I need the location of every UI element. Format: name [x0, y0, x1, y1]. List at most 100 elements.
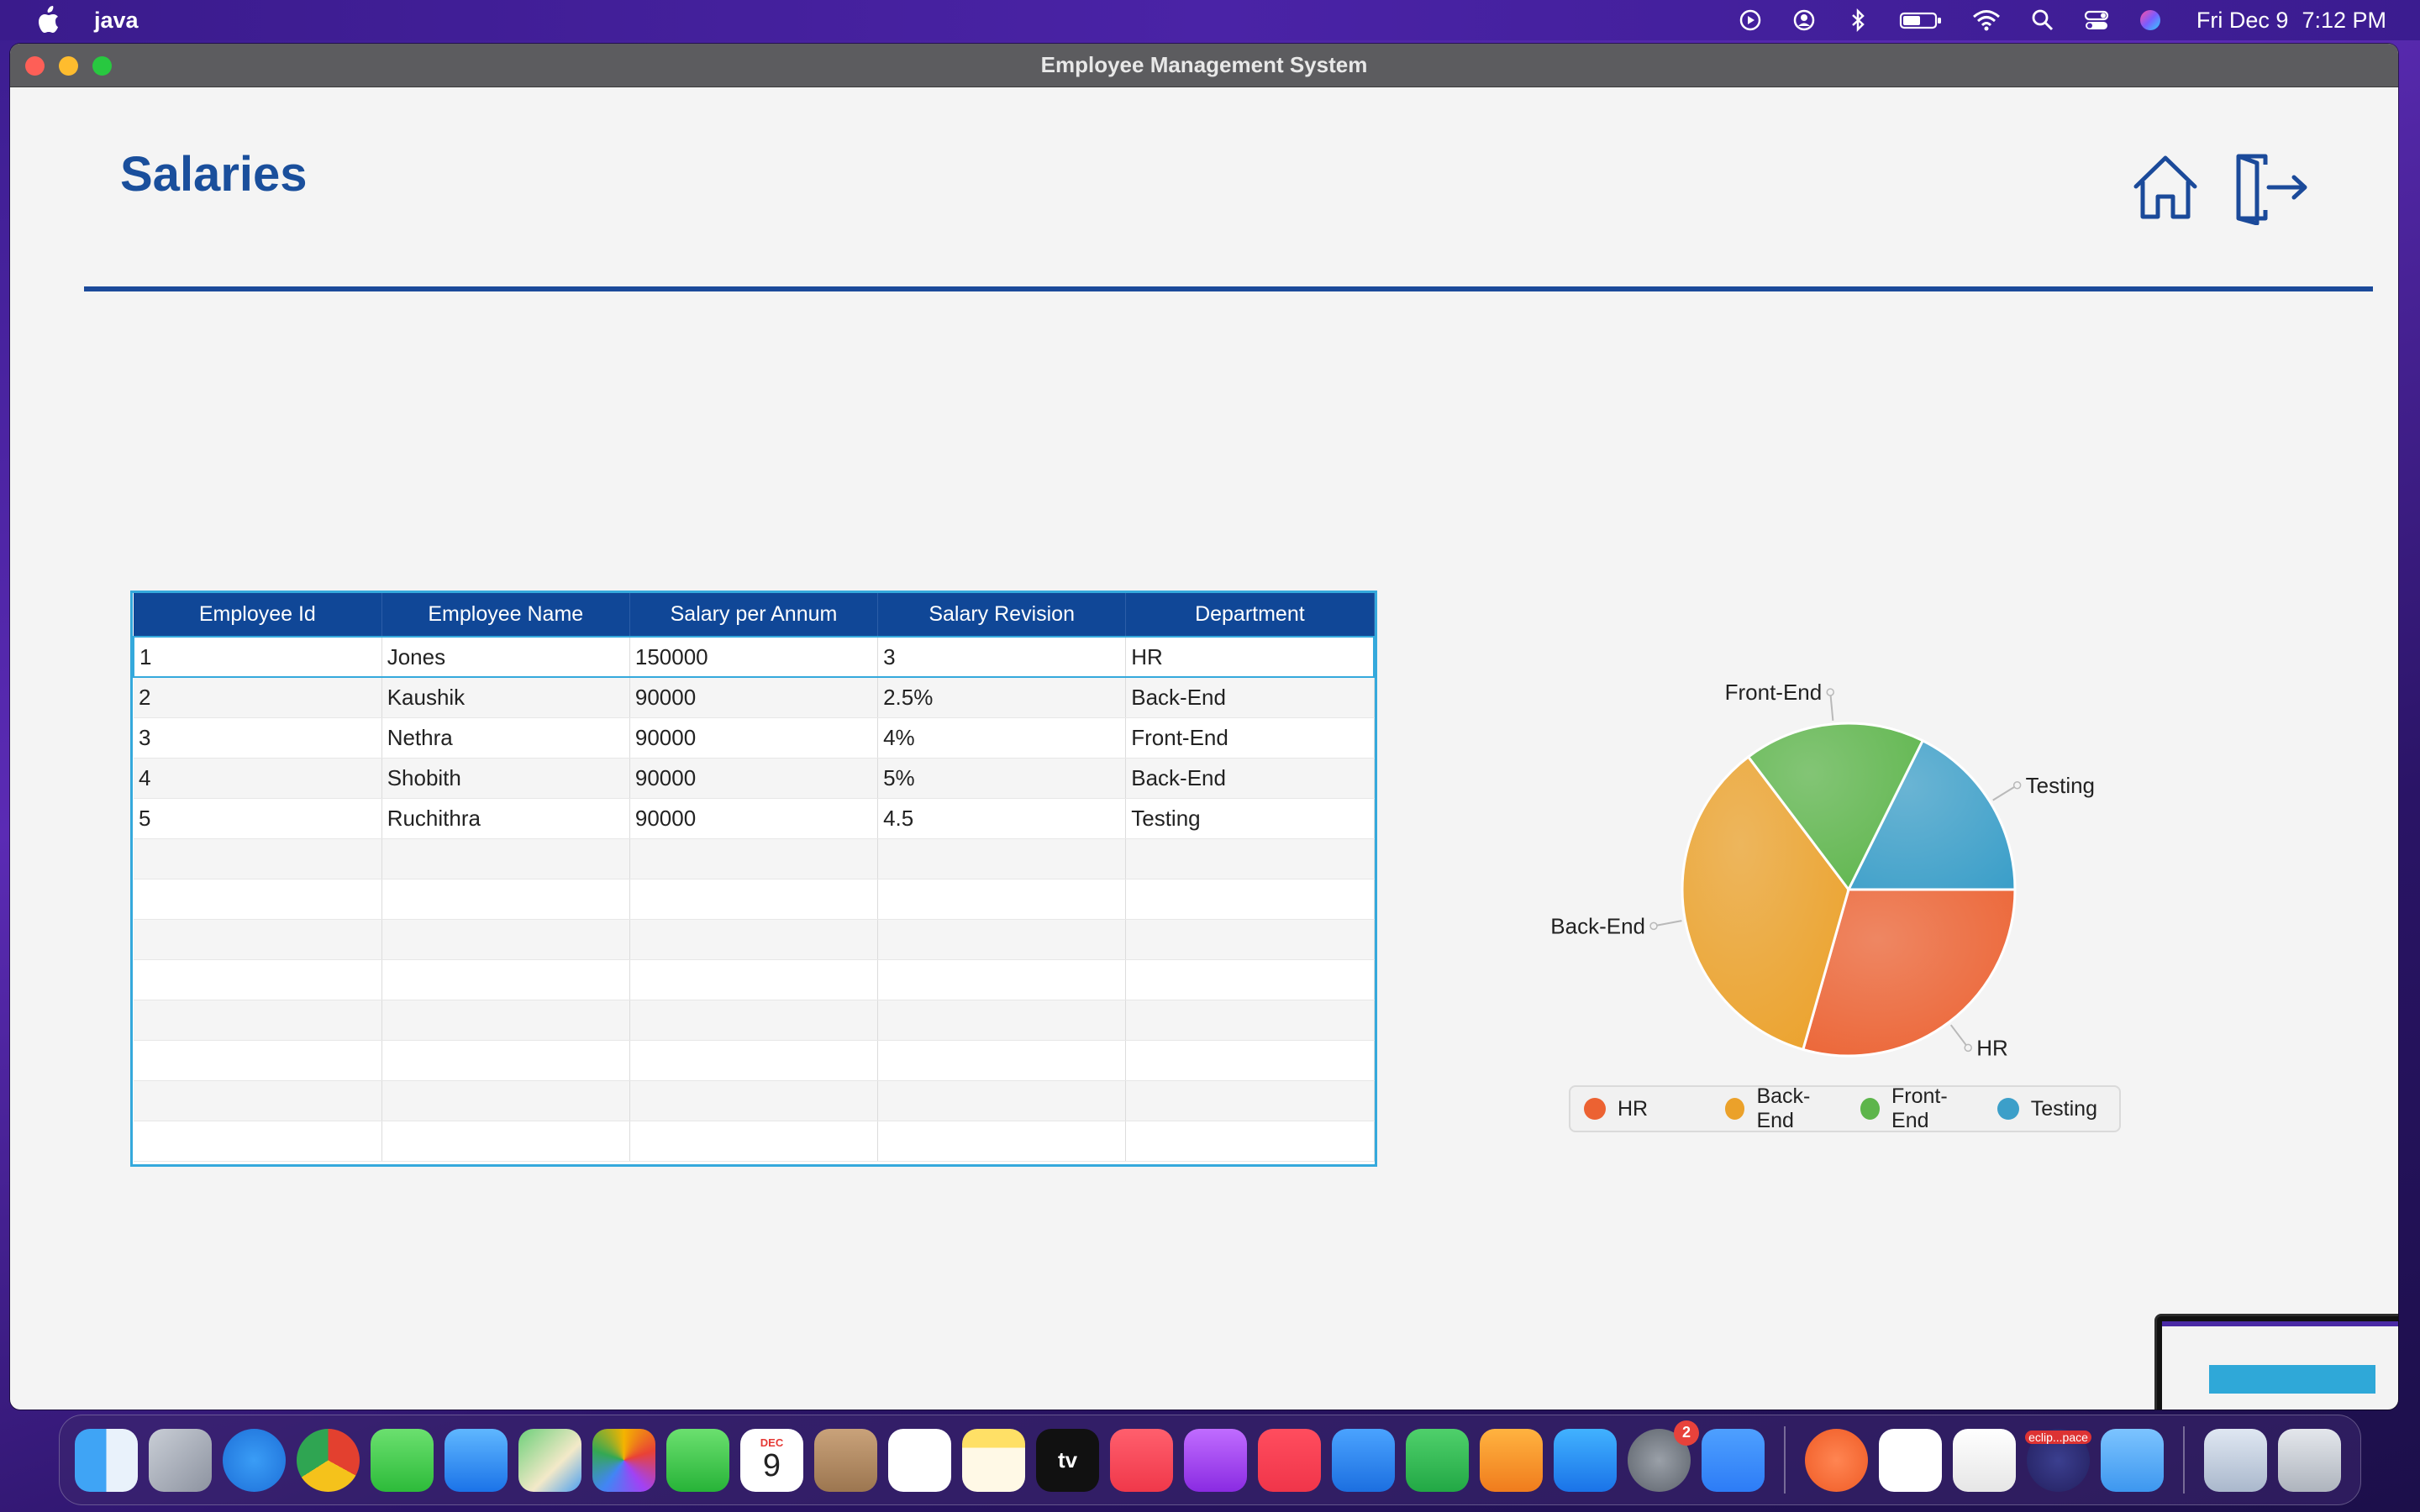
- cell-salary-per-annum[interactable]: 90000: [629, 677, 879, 718]
- cell-employee-name[interactable]: [381, 1080, 630, 1121]
- screen-record-icon[interactable]: [1738, 8, 1763, 33]
- apple-tv-icon[interactable]: tv: [1036, 1428, 1099, 1492]
- cell-department[interactable]: Back-End: [1125, 677, 1375, 718]
- zoom-icon[interactable]: [1702, 1428, 1765, 1492]
- window-preview-thumbnail[interactable]: [2154, 1314, 2398, 1410]
- window-minimize-button[interactable]: [59, 56, 78, 76]
- table-row[interactable]: [134, 919, 1375, 960]
- maps-icon[interactable]: [518, 1428, 581, 1492]
- table-row[interactable]: [134, 1000, 1375, 1041]
- table-row[interactable]: 1 Jones 150000 3 HR: [132, 636, 1376, 678]
- notes-icon[interactable]: [962, 1428, 1025, 1492]
- cell-salary-per-annum[interactable]: [629, 919, 879, 960]
- cell-employee-name[interactable]: [381, 919, 630, 960]
- cell-salary-per-annum[interactable]: [629, 879, 879, 920]
- photos-icon[interactable]: [592, 1428, 655, 1492]
- pie-slice-hr[interactable]: [1801, 888, 2017, 1058]
- window-close-button[interactable]: [25, 56, 45, 76]
- cell-employee-id[interactable]: [134, 1080, 382, 1121]
- cell-employee-id[interactable]: 3: [134, 717, 382, 759]
- facetime-icon[interactable]: [666, 1428, 729, 1492]
- cell-employee-name[interactable]: [381, 838, 630, 879]
- cell-employee-id[interactable]: [134, 1121, 382, 1162]
- column-header-employee-id[interactable]: Employee Id: [134, 593, 382, 637]
- table-row[interactable]: 4 Shobith 90000 5% Back-End: [134, 758, 1375, 799]
- home-icon[interactable]: [2128, 150, 2203, 225]
- cell-employee-id[interactable]: [134, 959, 382, 1000]
- window-zoom-button[interactable]: [92, 56, 112, 76]
- cell-salary-revision[interactable]: 3: [877, 636, 1127, 678]
- bluetooth-icon[interactable]: [1845, 8, 1870, 33]
- calendar-icon[interactable]: DEC 9: [740, 1428, 803, 1492]
- eclipse-icon[interactable]: eclip...pace: [2025, 1428, 2091, 1492]
- spotlight-search-icon[interactable]: [2030, 8, 2055, 33]
- cell-salary-revision[interactable]: 4.5: [877, 798, 1127, 839]
- cell-employee-name[interactable]: Shobith: [381, 758, 630, 799]
- cell-salary-per-annum[interactable]: [629, 1040, 879, 1081]
- cell-salary-per-annum[interactable]: 90000: [629, 758, 879, 799]
- cell-employee-name[interactable]: [381, 1040, 630, 1081]
- apple-icon[interactable]: [34, 5, 60, 35]
- cell-employee-id[interactable]: 5: [134, 798, 382, 839]
- folder-icon[interactable]: [2101, 1428, 2164, 1492]
- cell-salary-revision[interactable]: 4%: [877, 717, 1127, 759]
- window-titlebar[interactable]: Employee Management System: [10, 44, 2398, 87]
- mail-icon[interactable]: [445, 1428, 508, 1492]
- column-header-salary-per-annum[interactable]: Salary per Annum: [629, 593, 879, 637]
- cell-salary-per-annum[interactable]: [629, 1121, 879, 1162]
- cell-employee-id[interactable]: 4: [134, 758, 382, 799]
- cell-employee-name[interactable]: [381, 1121, 630, 1162]
- cell-salary-revision[interactable]: [877, 959, 1127, 1000]
- cell-department[interactable]: Back-End: [1125, 758, 1375, 799]
- trash-icon[interactable]: [2278, 1428, 2341, 1492]
- keynote-icon[interactable]: [1332, 1428, 1395, 1492]
- news-icon[interactable]: [1258, 1428, 1321, 1492]
- cell-department[interactable]: HR: [1125, 636, 1376, 678]
- cell-department[interactable]: Front-End: [1125, 717, 1375, 759]
- cell-department[interactable]: [1125, 879, 1375, 920]
- cell-employee-id[interactable]: [134, 1040, 382, 1081]
- chrome-icon[interactable]: [297, 1428, 360, 1492]
- cell-employee-id[interactable]: 1: [132, 636, 382, 678]
- app-store-icon[interactable]: [1554, 1428, 1617, 1492]
- podcasts-icon[interactable]: [1184, 1428, 1247, 1492]
- postman-icon[interactable]: [1805, 1428, 1868, 1492]
- cell-salary-revision[interactable]: [877, 1040, 1127, 1081]
- cell-department[interactable]: [1125, 919, 1375, 960]
- table-row[interactable]: 5 Ruchithra 90000 4.5 Testing: [134, 798, 1375, 839]
- pages-icon[interactable]: [1480, 1428, 1543, 1492]
- cell-employee-id[interactable]: [134, 838, 382, 879]
- cell-salary-per-annum[interactable]: [629, 959, 879, 1000]
- music-icon[interactable]: [1110, 1428, 1173, 1492]
- table-row[interactable]: [134, 1040, 1375, 1081]
- logout-icon[interactable]: [2228, 150, 2312, 225]
- mongodb-compass-icon[interactable]: [1879, 1428, 1942, 1492]
- preview-icon[interactable]: [2204, 1428, 2267, 1492]
- table-row[interactable]: [134, 959, 1375, 1000]
- cell-employee-name[interactable]: Jones: [381, 636, 630, 678]
- messages-icon[interactable]: [371, 1428, 434, 1492]
- numbers-icon[interactable]: [1406, 1428, 1469, 1492]
- wifi-icon[interactable]: [1971, 8, 2002, 33]
- cell-salary-revision[interactable]: [877, 919, 1127, 960]
- cell-salary-revision[interactable]: [877, 1000, 1127, 1041]
- table-row[interactable]: [134, 838, 1375, 879]
- cell-salary-revision[interactable]: [877, 1080, 1127, 1121]
- finder-icon[interactable]: [75, 1428, 138, 1492]
- column-header-department[interactable]: Department: [1125, 593, 1375, 637]
- cell-salary-per-annum[interactable]: [629, 1080, 879, 1121]
- control-center-icon[interactable]: [2084, 8, 2109, 33]
- cell-employee-id[interactable]: [134, 1000, 382, 1041]
- cell-salary-revision[interactable]: [877, 879, 1127, 920]
- column-header-salary-revision[interactable]: Salary Revision: [877, 593, 1127, 637]
- cell-salary-per-annum[interactable]: 90000: [629, 717, 879, 759]
- launchpad-icon[interactable]: [149, 1428, 212, 1492]
- cell-department[interactable]: [1125, 959, 1375, 1000]
- pie-slice-testing[interactable]: [1846, 738, 2017, 891]
- battery-icon[interactable]: [1899, 8, 1943, 33]
- cell-employee-name[interactable]: [381, 959, 630, 1000]
- cell-employee-name[interactable]: [381, 879, 630, 920]
- menu-bar-time[interactable]: 7:12 PM: [2302, 7, 2386, 33]
- reminders-icon[interactable]: [888, 1428, 951, 1492]
- pie-slice-back-end[interactable]: [1681, 754, 1850, 1052]
